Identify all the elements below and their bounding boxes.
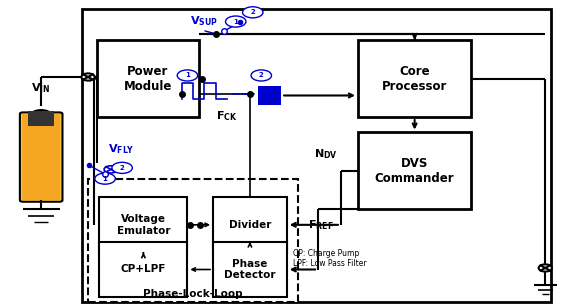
Text: 1: 1 xyxy=(103,176,107,182)
Circle shape xyxy=(243,7,263,18)
FancyBboxPatch shape xyxy=(213,242,287,297)
Text: $\mathbf{F_{REF}}$: $\mathbf{F_{REF}}$ xyxy=(308,218,334,232)
Text: Voltage
Emulator: Voltage Emulator xyxy=(116,214,170,236)
Text: $\mathbf{V_{FLY}}$: $\mathbf{V_{FLY}}$ xyxy=(108,143,135,156)
Text: $\mathbf{V_{SUP}}$: $\mathbf{V_{SUP}}$ xyxy=(190,14,219,28)
Circle shape xyxy=(95,173,115,184)
Text: $\mathbf{F_{CK}}$: $\mathbf{F_{CK}}$ xyxy=(216,109,238,123)
Text: CP: Charge Pump
LPF: Low Pass Filter: CP: Charge Pump LPF: Low Pass Filter xyxy=(293,249,366,268)
FancyBboxPatch shape xyxy=(358,132,471,209)
Text: 1: 1 xyxy=(233,18,238,25)
Text: 1: 1 xyxy=(185,72,190,79)
Text: Power
Module: Power Module xyxy=(123,65,172,92)
Text: 2: 2 xyxy=(120,165,124,171)
Circle shape xyxy=(81,73,95,81)
Text: Divider: Divider xyxy=(229,220,271,230)
FancyBboxPatch shape xyxy=(258,86,281,105)
Circle shape xyxy=(251,70,272,81)
Text: Phase
Detector: Phase Detector xyxy=(224,259,275,280)
Text: 2: 2 xyxy=(250,9,255,15)
Text: 2: 2 xyxy=(259,72,264,79)
FancyBboxPatch shape xyxy=(99,197,187,253)
Text: $\mathbf{N_{DV}}$: $\mathbf{N_{DV}}$ xyxy=(314,147,338,161)
Text: $\mathbf{V_{IN}}$: $\mathbf{V_{IN}}$ xyxy=(31,82,51,95)
Text: Phase-Lock-Loop: Phase-Lock-Loop xyxy=(143,289,243,299)
Ellipse shape xyxy=(32,110,51,118)
FancyBboxPatch shape xyxy=(97,40,199,117)
FancyBboxPatch shape xyxy=(22,114,60,201)
Circle shape xyxy=(104,166,118,173)
Circle shape xyxy=(538,264,552,272)
FancyBboxPatch shape xyxy=(88,179,298,302)
FancyBboxPatch shape xyxy=(82,9,551,302)
Bar xyxy=(28,111,54,126)
FancyBboxPatch shape xyxy=(20,112,62,202)
Text: Core
Processor: Core Processor xyxy=(382,65,448,92)
FancyBboxPatch shape xyxy=(213,197,287,253)
Text: CP+LPF: CP+LPF xyxy=(121,265,166,274)
Circle shape xyxy=(177,70,198,81)
Circle shape xyxy=(112,162,132,173)
Circle shape xyxy=(225,16,246,27)
FancyBboxPatch shape xyxy=(358,40,471,117)
FancyBboxPatch shape xyxy=(99,242,187,297)
Text: DVS
Commander: DVS Commander xyxy=(375,157,454,185)
